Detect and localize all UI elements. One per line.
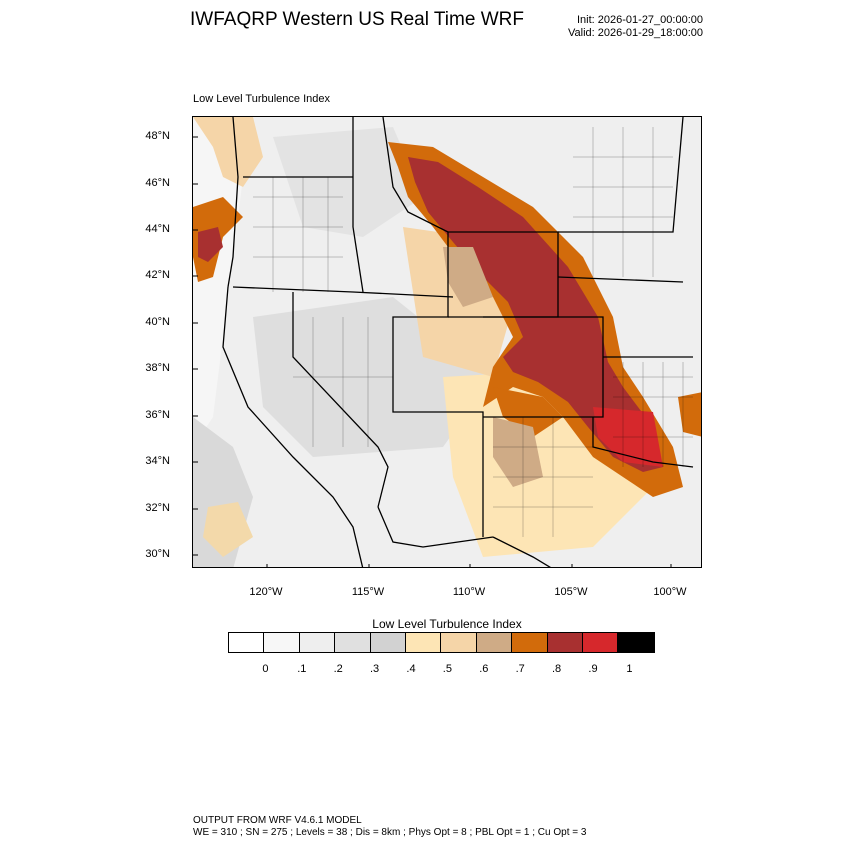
colorbar-box [441,633,477,652]
county-lines [253,127,693,537]
lat-label-38n: 38°N [145,362,170,374]
lon-label-100w: 100°W [653,586,687,598]
field-interior-nw [273,127,423,237]
lat-label-34n: 34°N [145,455,170,467]
map-field-label: Low Level Turbulence Index [193,93,330,105]
colorbar-box [512,633,548,652]
field-nw-light [193,117,263,187]
field-nm-tan [493,417,543,487]
colorbar-box [582,633,619,652]
colorbar-tick-label: .9 [588,663,598,675]
field-band-red [408,157,663,472]
border-mexico-west [377,506,494,548]
colorbar-box [229,633,265,652]
lat-label-32n: 32°N [145,502,170,514]
colorbar-tick-label: .4 [406,663,416,675]
border-id-mt [382,117,449,233]
colorbar-box [335,633,371,652]
footer-model-line: OUTPUT FROM WRF V4.6.1 MODEL [193,815,362,826]
colorbar-tick-label: .8 [552,663,562,675]
border-sd-ne [557,276,684,283]
border-colorado [483,316,604,418]
lat-label-48n: 48°N [145,130,170,142]
colorbar-box [476,633,513,652]
valid-time: Valid: 2026-01-29_18:00:00 [568,27,703,39]
colorbar-tick-label: 1 [626,663,633,675]
field-sw-lobe [493,387,563,437]
border-dakotas [558,117,684,233]
colorbar-tick-label: .1 [297,663,307,675]
plot-title: IWFAQRP Western US Real Time WRF [190,9,524,30]
field-oregon-coast-core [198,227,223,262]
lon-label-115w: 115°W [351,586,385,598]
axis-ticks [193,136,672,567]
lon-label-105w: 105°W [554,586,588,598]
colorbar-box [370,633,406,652]
colorbar-tick-label: .7 [515,663,525,675]
lon-label-120w: 120°W [249,586,283,598]
colorbar-box [299,633,336,652]
field-ocean-patch [203,502,253,557]
lon-label-110w: 110°W [452,586,486,598]
border-ca-nv [292,292,389,508]
colorbar [228,632,655,653]
field-coastal-low [193,117,243,447]
colorbar-tick-label: 0 [262,663,269,675]
map-panel [192,116,702,568]
colorbar-tick-label: .6 [479,663,489,675]
coast-california [222,286,364,567]
colorbar-tick-label: .3 [370,663,380,675]
colorbar-title: Low Level Turbulence Index [372,617,522,631]
footer-config-line: WE = 310 ; SN = 275 ; Levels = 38 ; Dis … [193,827,587,838]
border-mexico-tx [492,536,551,567]
coast-oregon [227,117,239,288]
lat-label-40n: 40°N [145,316,170,328]
lat-label-46n: 46°N [145,177,170,189]
colorbar-box [547,633,583,652]
colorbar-box [618,633,654,652]
lat-label-42n: 42°N [145,269,170,281]
colorbar-box [405,633,442,652]
lat-label-36n: 36°N [145,409,170,421]
colorbar-tick-label: .5 [442,663,452,675]
lat-label-44n: 44°N [145,223,170,235]
colorbar-box [264,633,300,652]
lat-label-30n: 30°N [145,548,170,560]
colorbar-tick-label: .2 [333,663,343,675]
border-utah-az-nm [392,232,484,537]
field-wyoming-tan [443,247,493,307]
border-idaho-west [352,117,364,293]
field-east-edge [678,392,701,437]
init-time: Init: 2026-01-27_00:00:00 [577,14,703,26]
map-canvas [193,117,701,567]
